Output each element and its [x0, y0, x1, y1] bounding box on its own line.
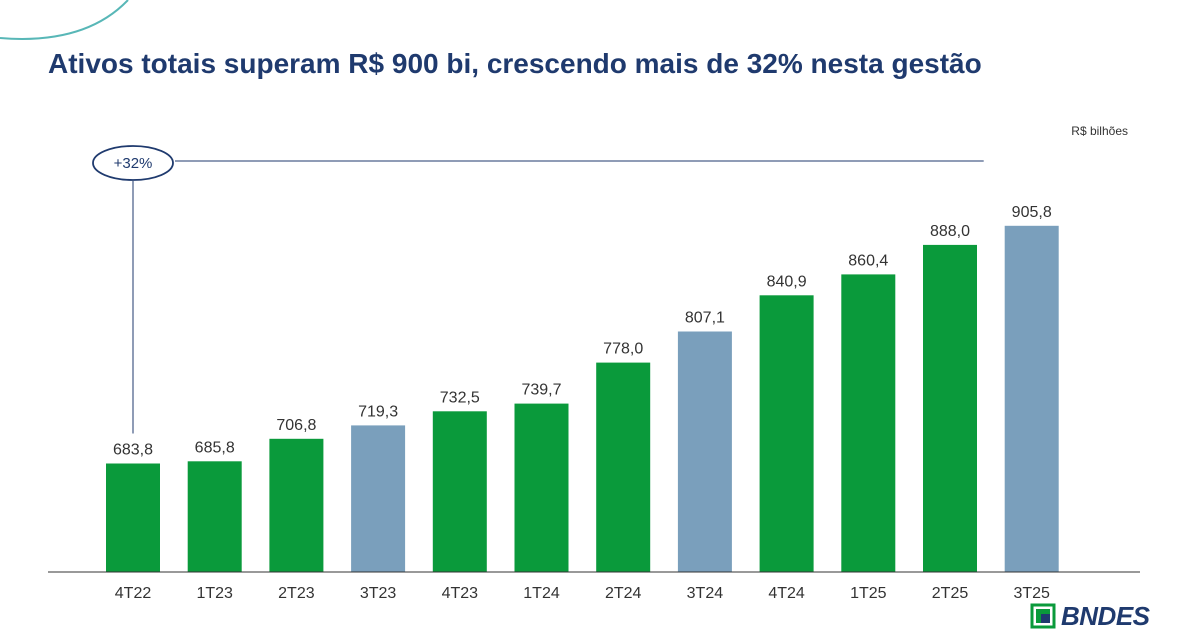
value-label-4T22: 683,8	[113, 442, 153, 459]
value-label-2T23: 706,8	[276, 417, 316, 434]
unit-label: R$ bilhões	[1071, 124, 1128, 138]
value-label-4T24: 840,9	[767, 273, 807, 290]
bar-2T23	[269, 438, 324, 572]
bar-1T24	[514, 403, 569, 572]
category-label-2T23: 2T23	[278, 585, 315, 602]
value-label-2T24: 778,0	[603, 341, 643, 358]
bar-4T22	[106, 463, 160, 572]
value-label-1T23: 685,8	[195, 439, 235, 456]
category-label-2T24: 2T24	[605, 585, 642, 602]
bar-2T25	[923, 244, 977, 572]
value-label-3T25: 905,8	[1012, 204, 1052, 221]
decorative-arc	[0, 0, 129, 40]
value-label-1T24: 739,7	[521, 382, 561, 399]
growth-badge	[92, 145, 174, 181]
bndes-logo: BNDES	[1029, 600, 1150, 632]
value-label-1T25: 860,4	[848, 252, 888, 269]
category-label-1T23: 1T23	[196, 585, 233, 602]
category-label-1T25: 1T25	[850, 585, 887, 602]
value-label-4T23: 732,5	[440, 389, 480, 406]
category-label-4T23: 4T23	[442, 585, 479, 602]
bar-3T23	[351, 425, 406, 572]
category-label-1T24: 1T24	[523, 585, 560, 602]
category-label-3T23: 3T23	[360, 585, 397, 602]
bndes-logo-icon	[1030, 603, 1056, 629]
category-label-3T25: 3T25	[1013, 585, 1050, 602]
bar-4T24	[759, 295, 814, 572]
category-label-3T24: 3T24	[687, 585, 724, 602]
value-label-3T24: 807,1	[685, 310, 725, 327]
value-label-2T25: 888,0	[930, 223, 970, 240]
growth-annotation: +32%	[92, 145, 984, 434]
growth-badge-text: +32%	[114, 155, 153, 172]
bar-1T25	[841, 274, 896, 572]
bar-4T23	[432, 411, 487, 572]
category-label-4T24: 4T24	[768, 585, 805, 602]
bndes-logo-text: BNDES	[1061, 600, 1150, 631]
category-label-4T22: 4T22	[115, 585, 152, 602]
bar-3T24	[677, 331, 732, 572]
bar-3T25	[1004, 225, 1059, 573]
bar-2T24	[596, 362, 651, 572]
bars-group: 683,8 4T22 685,8 1T23 706,8 2T23 719,3 3T23 732,…	[106, 204, 1059, 602]
value-label-3T23: 719,3	[358, 403, 398, 420]
page-title: Ativos totais superam R$ 900 bi, crescen…	[48, 48, 982, 79]
bar-1T23	[187, 461, 242, 572]
category-label-2T25: 2T25	[932, 585, 969, 602]
